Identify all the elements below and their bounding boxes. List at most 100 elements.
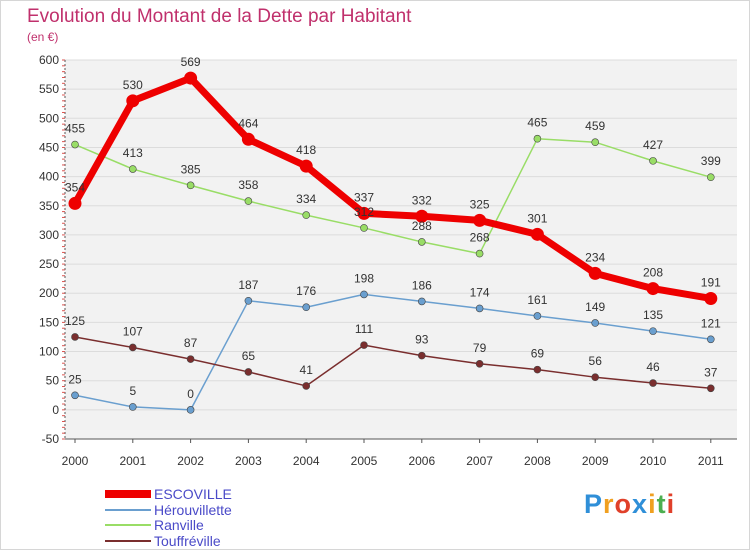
- data-label: 135: [643, 308, 663, 322]
- data-point: [302, 382, 311, 390]
- data-label: 0: [187, 387, 194, 401]
- logo-letter: x: [632, 489, 649, 519]
- x-tick-label: 2004: [293, 454, 320, 468]
- data-label: 301: [527, 211, 547, 225]
- data-point: [302, 211, 311, 219]
- y-tick-label: 300: [39, 228, 59, 242]
- data-point: [357, 206, 371, 220]
- data-label: 325: [470, 197, 490, 211]
- data-point: [646, 282, 660, 296]
- data-label: 198: [354, 271, 374, 285]
- x-tick-label: 2005: [351, 454, 378, 468]
- legend-label: Touffréville: [154, 533, 221, 549]
- x-tick-label: 2000: [62, 454, 89, 468]
- data-point: [588, 266, 602, 280]
- logo-letter: i: [666, 489, 676, 519]
- x-tick-label: 2002: [177, 454, 204, 468]
- y-tick-label: 500: [39, 111, 59, 125]
- chart-subtitle: (en €): [27, 30, 59, 44]
- data-label: 87: [184, 336, 198, 350]
- logo-letter: o: [614, 489, 633, 519]
- data-label: 569: [181, 55, 201, 69]
- x-tick-label: 2007: [466, 454, 493, 468]
- data-point: [473, 213, 487, 227]
- data-label: 413: [123, 146, 143, 160]
- data-label: 125: [65, 314, 85, 328]
- legend-label: Hérouvillette: [154, 502, 232, 518]
- data-point: [244, 297, 253, 305]
- data-label: 332: [412, 193, 432, 207]
- proxiti-logo: Proxiti: [584, 489, 675, 520]
- x-tick-label: 2010: [640, 454, 667, 468]
- data-label: 56: [589, 354, 603, 368]
- data-label: 65: [242, 349, 256, 363]
- data-label: 312: [354, 205, 374, 219]
- data-point: [649, 379, 657, 387]
- data-label: 459: [585, 119, 605, 133]
- data-label: 418: [296, 143, 316, 157]
- data-label: 25: [68, 372, 82, 386]
- data-label: 37: [704, 365, 718, 379]
- series-line-escoville: [71, 74, 715, 302]
- logo-letter: t: [656, 489, 667, 519]
- data-point: [244, 368, 253, 376]
- data-label: 186: [412, 278, 432, 292]
- data-label: 174: [470, 285, 490, 299]
- x-tick-label: 2003: [235, 454, 262, 468]
- data-label: 399: [701, 154, 721, 168]
- data-label: 334: [296, 192, 316, 206]
- data-point: [129, 165, 137, 173]
- data-point: [360, 224, 368, 232]
- y-tick-label: 200: [39, 286, 59, 300]
- data-point: [126, 94, 140, 108]
- data-point: [360, 341, 368, 349]
- y-tick-label: 150: [39, 315, 59, 329]
- data-point: [591, 138, 600, 147]
- data-label: 69: [531, 347, 545, 361]
- data-point: [129, 343, 137, 352]
- data-label: 111: [355, 322, 374, 336]
- y-tick-label: -50: [42, 432, 60, 446]
- data-point: [186, 355, 195, 363]
- y-tick-label: 350: [39, 199, 59, 213]
- data-label: 455: [65, 122, 85, 136]
- data-label: 464: [238, 116, 258, 130]
- data-point: [533, 365, 542, 374]
- x-tick-label: 2011: [698, 454, 724, 468]
- data-label: 41: [300, 363, 314, 377]
- data-point: [299, 159, 313, 173]
- data-point: [417, 351, 426, 360]
- data-point: [706, 335, 715, 344]
- data-point: [71, 140, 79, 149]
- chart-title: Evolution du Montant de la Dette par Hab…: [27, 6, 412, 27]
- y-tick-label: 0: [52, 403, 59, 417]
- y-tick-label: 450: [39, 140, 59, 154]
- y-tick-label: 100: [39, 345, 59, 359]
- legend-label: ESCOVILLE: [154, 486, 232, 502]
- data-label: 530: [123, 78, 143, 92]
- data-point: [704, 291, 718, 305]
- y-tick-label: 600: [39, 53, 59, 67]
- y-tick-label: 400: [39, 170, 59, 184]
- data-point: [415, 209, 429, 223]
- data-label: 5: [129, 384, 136, 398]
- data-label: 121: [701, 316, 721, 330]
- data-label: 161: [527, 293, 547, 307]
- x-tick-label: 2008: [524, 454, 551, 468]
- data-label: 234: [585, 250, 605, 264]
- x-tick-label: 2009: [582, 454, 609, 468]
- data-label: 208: [643, 266, 663, 280]
- data-point: [129, 403, 137, 411]
- data-point: [186, 181, 195, 190]
- data-label: 268: [470, 231, 490, 245]
- y-tick-label: 250: [39, 257, 59, 271]
- data-point: [475, 359, 484, 368]
- data-point: [533, 312, 542, 320]
- legend-label: Ranville: [154, 517, 204, 533]
- series-line-hérouvillette: [74, 293, 712, 411]
- series-line-touffréville: [74, 336, 712, 390]
- data-label: 46: [646, 360, 660, 374]
- data-point: [530, 227, 544, 241]
